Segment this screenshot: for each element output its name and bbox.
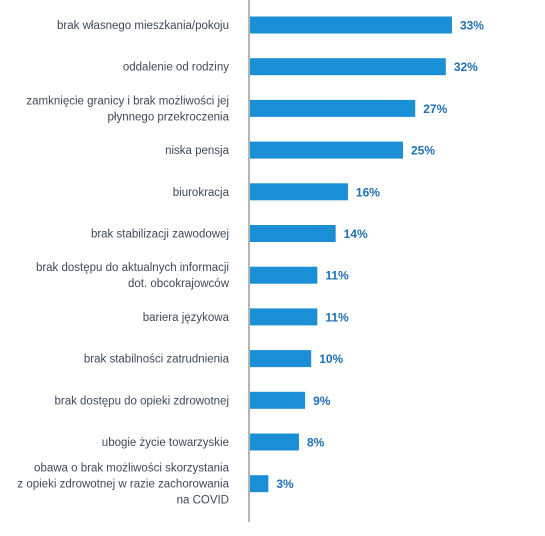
category-label-0-line-0: brak własnego mieszkania/pokoju [57,20,229,32]
value-label-2: 27% [423,102,447,116]
bar-9 [250,391,306,409]
category-label-6-line-0: brak dostępu do aktualnych informacji [36,262,229,274]
value-label-11: 3% [276,477,294,491]
category-label-3-line-0: niska pensja [165,145,230,157]
category-label-8-line-0: brak stabilności zatrudnienia [84,354,230,366]
category-label-9-line-0: brak dostępu do opieki zdrowotnej [54,395,229,407]
category-label-1-line-0: oddalenie od rodziny [123,62,229,74]
bar-1 [250,58,446,76]
bar-8 [250,350,312,368]
category-label-10-line-0: ubogie życie towarzyskie [102,437,229,449]
bar-4 [250,183,348,201]
bars-group [250,16,452,493]
bar-2 [250,99,416,117]
category-label-11-line-1: z opieki zdrowotnej w razie zachorowania [17,479,229,491]
category-label-7-line-0: bariera językowa [143,312,230,324]
category-label-11-line-2: na COVID [177,495,229,507]
value-label-5: 14% [344,227,368,241]
bar-3 [250,141,403,159]
category-label-4-line-0: biurokracja [173,187,230,199]
value-label-3: 25% [411,144,435,158]
value-labels-group: 33% 32% 27% 25% 16% 14% 11% 11% 10% 9% 8% 3% [276,19,484,492]
category-label-2-line-1: płynnego przekroczenia [108,111,230,123]
bar-11 [250,475,269,493]
bar-5 [250,225,336,242]
value-label-10: 8% [307,436,325,450]
value-label-4: 16% [356,185,380,199]
bar-6 [250,266,318,284]
category-label-2-line-0: zamknięcie granicy i brak możliwości jej [26,95,229,107]
category-label-6-line-1: dot. obcokrajowców [128,278,230,290]
category-label-5-line-0: brak stabilizacji zawodowej [91,229,229,241]
value-label-8: 10% [319,352,343,366]
value-label-9: 9% [313,394,331,408]
value-label-7: 11% [325,310,349,324]
category-labels-group: brak własnego mieszkania/pokoju oddalenie… [17,20,229,507]
bar-10 [250,433,299,451]
bar-0 [250,16,452,34]
value-label-6: 11% [325,269,349,283]
category-label-11-line-0: obawa o brak możliwości skorzystania [34,463,230,475]
value-label-1: 32% [454,60,478,74]
value-label-0: 33% [460,19,484,33]
bar-7 [250,308,318,326]
